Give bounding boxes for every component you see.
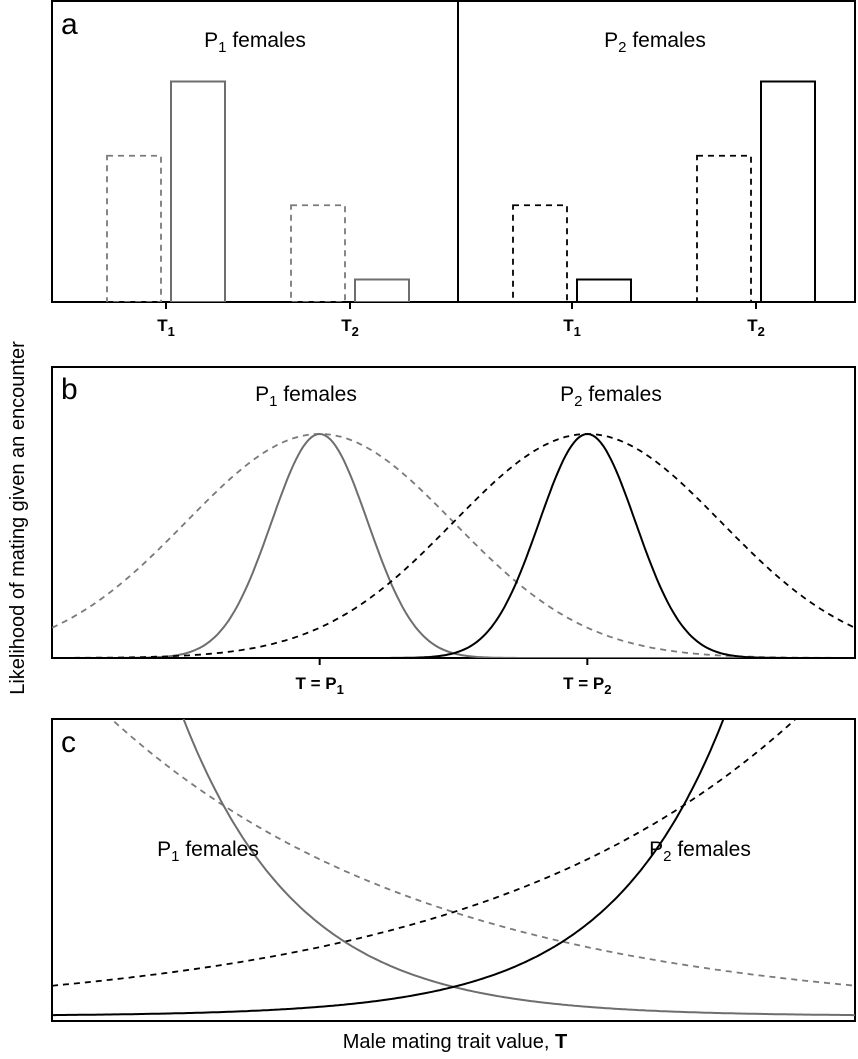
x-axis-title-symbol: T <box>555 1031 567 1053</box>
bar-1-T1-solid <box>170 80 226 302</box>
panel-a-frame <box>51 0 856 303</box>
panel-c-curves <box>52 719 855 1017</box>
panel-c: c P1 females P2 females <box>51 718 856 1022</box>
tick-label-1-1: T1 <box>157 316 175 339</box>
tick-label-2-1-sub: 1 <box>574 324 581 339</box>
panel-a-title-2-rest: females <box>626 29 705 52</box>
panel-b-frame <box>51 366 856 659</box>
panel-a-title-2-sub: 2 <box>618 39 626 56</box>
bar-2-T2-dashed <box>696 154 752 302</box>
panel-b-ticks: T = P1 T = P2 <box>295 658 612 697</box>
tick-label-1-1-main: T <box>157 316 168 335</box>
panel-a: a T1 T2 T1 T2 P1 females P2 females <box>51 0 856 339</box>
curve-label-b-1-rest: females <box>277 383 356 406</box>
panel-a-title-1-main: P <box>204 29 218 52</box>
panel-c-label: c <box>61 726 76 759</box>
curve-label-c-2: P2 females <box>649 838 751 865</box>
panel-c-frame <box>51 718 856 1022</box>
curve-label-c-1-sub: 1 <box>171 848 179 865</box>
bar-1-T2-solid <box>354 278 410 302</box>
curve-label-c-1-rest: females <box>179 838 258 861</box>
curve-label-c-2-rest: females <box>671 838 750 861</box>
curve-b-1-dashed <box>52 433 855 658</box>
curve-b-2-solid <box>52 432 855 658</box>
tick-label-2-2-sub: 2 <box>758 324 765 339</box>
panel-b-curves <box>52 432 855 658</box>
tick-label-b-2-sub: 2 <box>604 682 611 697</box>
curve-b-4-solid <box>52 432 855 658</box>
panel-a-title-1: P1 females <box>204 29 306 56</box>
curve-label-c-1: P1 females <box>157 838 259 865</box>
tick-label-b-1: T = P1 <box>295 674 343 697</box>
tick-label-b-1-main: T = P <box>295 674 336 693</box>
x-axis-title-main: Male mating trait value, <box>343 1031 555 1053</box>
tick-label-2-2-main: T <box>747 316 758 335</box>
curve-label-b-2: P2 females <box>560 383 662 410</box>
tick-label-b-2-main: T = P <box>563 674 604 693</box>
curve-label-b-2-main: P <box>560 383 574 406</box>
tick-label-2-1: T1 <box>563 316 581 339</box>
bar-1-T1-dashed <box>106 154 162 302</box>
panel-a-label: a <box>61 8 78 41</box>
bar-2-T2-solid <box>760 80 816 302</box>
curve-label-b-2-rest: females <box>582 383 661 406</box>
curve-b-3-dashed <box>52 433 855 658</box>
panel-b-label: b <box>61 373 78 406</box>
curve-label-c-2-sub: 2 <box>663 848 671 865</box>
x-axis-title: Male mating trait value, T <box>343 1031 568 1053</box>
panel-b-curve-labels: P1 females P2 females <box>255 383 662 410</box>
tick-label-2-1-main: T <box>563 316 574 335</box>
panel-a-title-1-sub: 1 <box>218 39 226 56</box>
panel-a-ticks: T1 T2 T1 T2 <box>157 302 765 339</box>
curve-label-b-1-main: P <box>255 383 269 406</box>
y-axis-title: Likelihood of mating given an encounter <box>7 341 29 695</box>
panel-a-bars <box>106 80 816 302</box>
tick-label-1-1-sub: 1 <box>168 324 175 339</box>
tick-label-2-2: T2 <box>747 316 765 339</box>
curve-label-b-1-sub: 1 <box>269 393 277 410</box>
curve-c-4-solid <box>52 719 725 1017</box>
tick-label-1-2-sub: 2 <box>352 324 359 339</box>
bar-2-T1-dashed <box>512 204 568 302</box>
tick-label-1-2-main: T <box>341 316 352 335</box>
panel-a-title-2: P2 females <box>604 29 706 56</box>
curve-label-c-1-main: P <box>157 838 171 861</box>
curve-label-b-2-sub: 2 <box>574 393 582 410</box>
bar-1-T2-dashed <box>290 204 346 302</box>
bar-2-T1-solid <box>576 278 632 302</box>
curve-label-b-1: P1 females <box>255 383 357 410</box>
tick-label-b-2: T = P2 <box>563 674 611 697</box>
panel-a-title-2-main: P <box>604 29 618 52</box>
tick-label-b-1-sub: 1 <box>337 682 344 697</box>
curve-c-2-dashed <box>52 719 797 987</box>
tick-label-1-2: T2 <box>341 316 359 339</box>
curve-label-c-2-main: P <box>649 838 663 861</box>
curve-c-1-dashed <box>110 719 855 987</box>
panel-a-titles: P1 females P2 females <box>204 29 706 56</box>
panel-b: b T = P1 T = P2 P1 females P2 females <box>51 366 856 697</box>
curve-c-3-solid <box>182 719 855 1017</box>
panel-c-curve-labels: P1 females P2 females <box>157 838 751 865</box>
panel-a-title-1-rest: females <box>226 29 305 52</box>
